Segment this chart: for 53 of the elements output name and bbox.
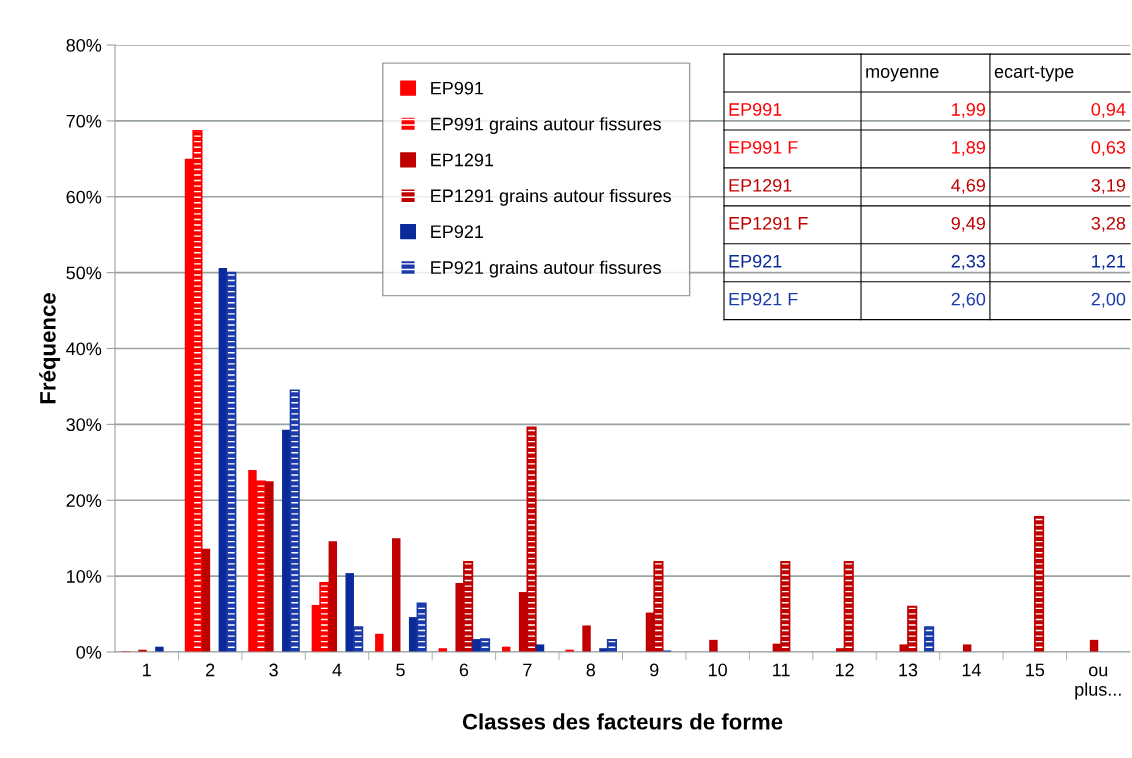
annotation: 2,00 bbox=[1091, 292, 1126, 308]
annotation: EP1291 F bbox=[729, 216, 808, 230]
y-tick-label: 0% bbox=[76, 645, 102, 659]
annotation: EP991 F bbox=[729, 141, 798, 154]
legend-label: EP1291 bbox=[431, 153, 494, 167]
annotation: EP921 bbox=[729, 254, 782, 268]
legend-label: EP921 grains autour fissures bbox=[431, 260, 661, 278]
y-tick-label: 30% bbox=[66, 418, 102, 432]
y-tick-label: 50% bbox=[66, 266, 102, 280]
x-tick-label: 1 bbox=[143, 663, 151, 677]
annotation: 0,63 bbox=[1091, 141, 1126, 156]
annotation: 2,60 bbox=[951, 292, 986, 308]
annotation: 3,28 bbox=[1091, 216, 1126, 232]
x-tick-label: 5 bbox=[396, 663, 405, 677]
x-tick-label: 14 bbox=[962, 663, 981, 677]
annotation: 4,69 bbox=[951, 178, 986, 194]
legend-label: EP921 bbox=[431, 225, 484, 239]
x-tick-label: 6 bbox=[459, 663, 469, 677]
x-axis-title: Classes des facteurs de forme bbox=[462, 713, 783, 730]
annotation: ecart-type bbox=[994, 66, 1074, 82]
y-tick-label: 60% bbox=[66, 190, 102, 204]
annotation: 9,49 bbox=[951, 216, 986, 232]
x-tick-label: 13 bbox=[899, 663, 918, 677]
annotation: EP921 F bbox=[729, 292, 798, 306]
legend-label: EP1291 grains autour fissures bbox=[431, 188, 671, 206]
x-tick-label: 2 bbox=[206, 663, 215, 677]
annotation: 3,19 bbox=[1091, 178, 1126, 194]
x-tick-label: 7 bbox=[523, 663, 532, 677]
annotation: 1,99 bbox=[952, 103, 986, 118]
x-tick-label: 3 bbox=[269, 663, 278, 677]
x-tick-label: 15 bbox=[1026, 663, 1045, 677]
annotation: 0,94 bbox=[1091, 103, 1126, 118]
x-tick-label: 4 bbox=[332, 663, 342, 677]
y-tick-label: 40% bbox=[66, 342, 102, 356]
y-tick-label: 70% bbox=[66, 114, 102, 128]
annotation: 1,89 bbox=[952, 141, 986, 156]
annotation: 1,21 bbox=[1092, 254, 1126, 270]
legend-label: EP991 grains autour fissures bbox=[431, 117, 661, 134]
annotation: EP1291 bbox=[729, 178, 792, 192]
y-tick-label: 10% bbox=[67, 570, 102, 583]
y-tick-label: 20% bbox=[66, 494, 102, 507]
x-tick-label: 12 bbox=[835, 663, 854, 677]
x-tick-label: 10 bbox=[708, 663, 727, 677]
y-axis-title: Fréquence bbox=[39, 293, 61, 404]
legend-label: EP991 bbox=[431, 81, 484, 95]
annotation: EP991 bbox=[729, 103, 782, 116]
annotation: moyenne bbox=[866, 68, 939, 82]
annotation: 2,33 bbox=[951, 254, 986, 270]
x-tick-label: 11 bbox=[773, 663, 790, 677]
x-tick-label: 8 bbox=[586, 663, 596, 677]
x-tick-label: 9 bbox=[650, 663, 659, 677]
y-tick-label: 80% bbox=[66, 38, 102, 52]
x-tick-label: ou plus... bbox=[1075, 666, 1121, 700]
